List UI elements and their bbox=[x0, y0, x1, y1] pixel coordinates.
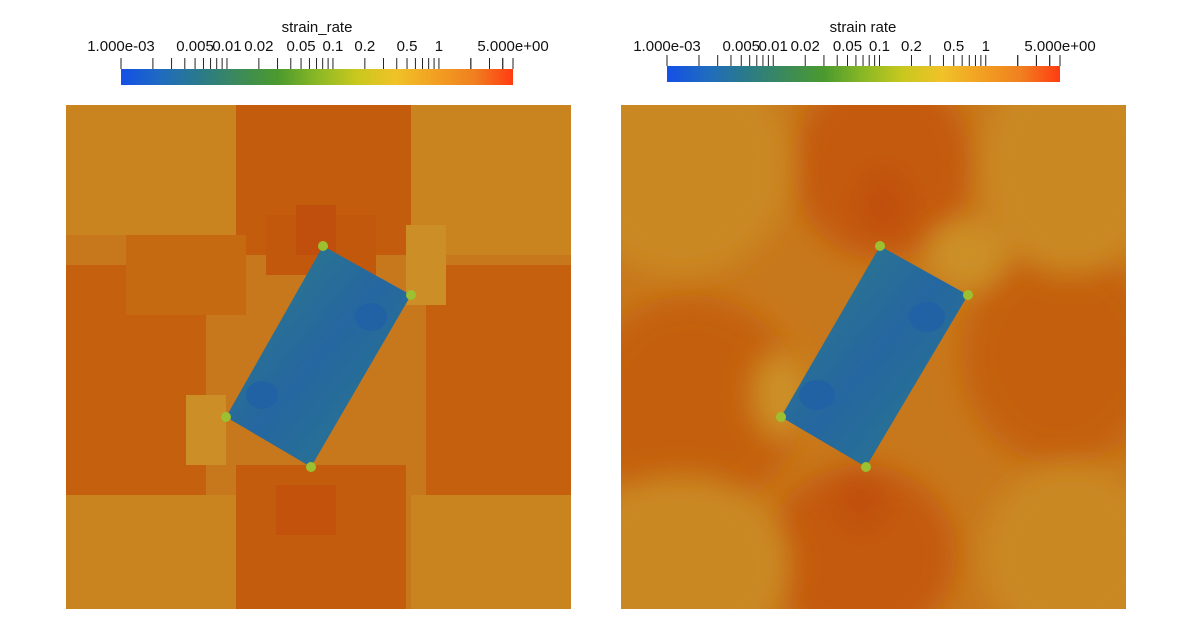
colorbar-ticks bbox=[120, 58, 514, 69]
colorbar-tick-label: 0.2 bbox=[354, 38, 376, 55]
colorbar-gradient bbox=[667, 66, 1060, 82]
corner-highlights bbox=[776, 241, 973, 472]
strain-rate-field-plot bbox=[621, 105, 1126, 609]
colorbar-title: strain rate bbox=[829, 19, 897, 36]
colorbar-tick-label: 0.02 bbox=[790, 38, 820, 55]
colorbar-min-label: 1.000e-03 bbox=[87, 38, 155, 55]
high-strain-lobes bbox=[621, 105, 1126, 609]
colorbar-tick-label: 0.01 bbox=[212, 38, 242, 55]
colorbar-tick-label: 0.01 bbox=[758, 38, 788, 55]
inclusion bbox=[226, 246, 411, 467]
colorbar-tick-label: 1 bbox=[981, 38, 990, 55]
strain-rate-field-plot bbox=[66, 105, 571, 609]
colorbar-tick-label: 0.2 bbox=[901, 38, 922, 55]
colorbar-tick-label: 0.5 bbox=[396, 38, 418, 55]
colorbar-tick-label: 0.02 bbox=[244, 38, 274, 55]
colorbar-ticks bbox=[666, 55, 1061, 66]
colorbar-title: strain_rate bbox=[281, 19, 353, 36]
colorbar-tick-label: 0.05 bbox=[832, 38, 863, 55]
low-strain-lobes bbox=[621, 105, 1126, 609]
colorbar-max-label: 5.000e+00 bbox=[477, 38, 549, 55]
colorbar-tick-label: 0.005 bbox=[176, 38, 214, 55]
right-panel: strain rate 1.000e-03 5.000e+00 0.005 0.0… bbox=[596, 0, 1192, 642]
colorbar-gradient bbox=[121, 69, 513, 85]
corner-highlights bbox=[221, 241, 416, 472]
high-strain-lobes bbox=[66, 105, 571, 609]
colorbar-tick-label: 1 bbox=[434, 38, 444, 55]
colorbar-tick-label: 0.05 bbox=[286, 38, 316, 55]
colorbar-tick-label: 0.1 bbox=[322, 38, 344, 55]
colorbar-tick-label: 0.5 bbox=[943, 38, 965, 55]
colorbar-max-label: 5.000e+00 bbox=[1024, 38, 1096, 55]
inclusion bbox=[781, 246, 968, 467]
left-panel: strain_rate 1.000e-03 5.000e+00 0.005 0.0… bbox=[66, 19, 571, 609]
colorbar-tick-label: 0.1 bbox=[869, 38, 890, 55]
low-strain-lobes bbox=[66, 105, 571, 609]
colorbar-min-label: 1.000e-03 bbox=[633, 38, 701, 55]
colorbar-tick-label: 0.005 bbox=[722, 38, 761, 55]
